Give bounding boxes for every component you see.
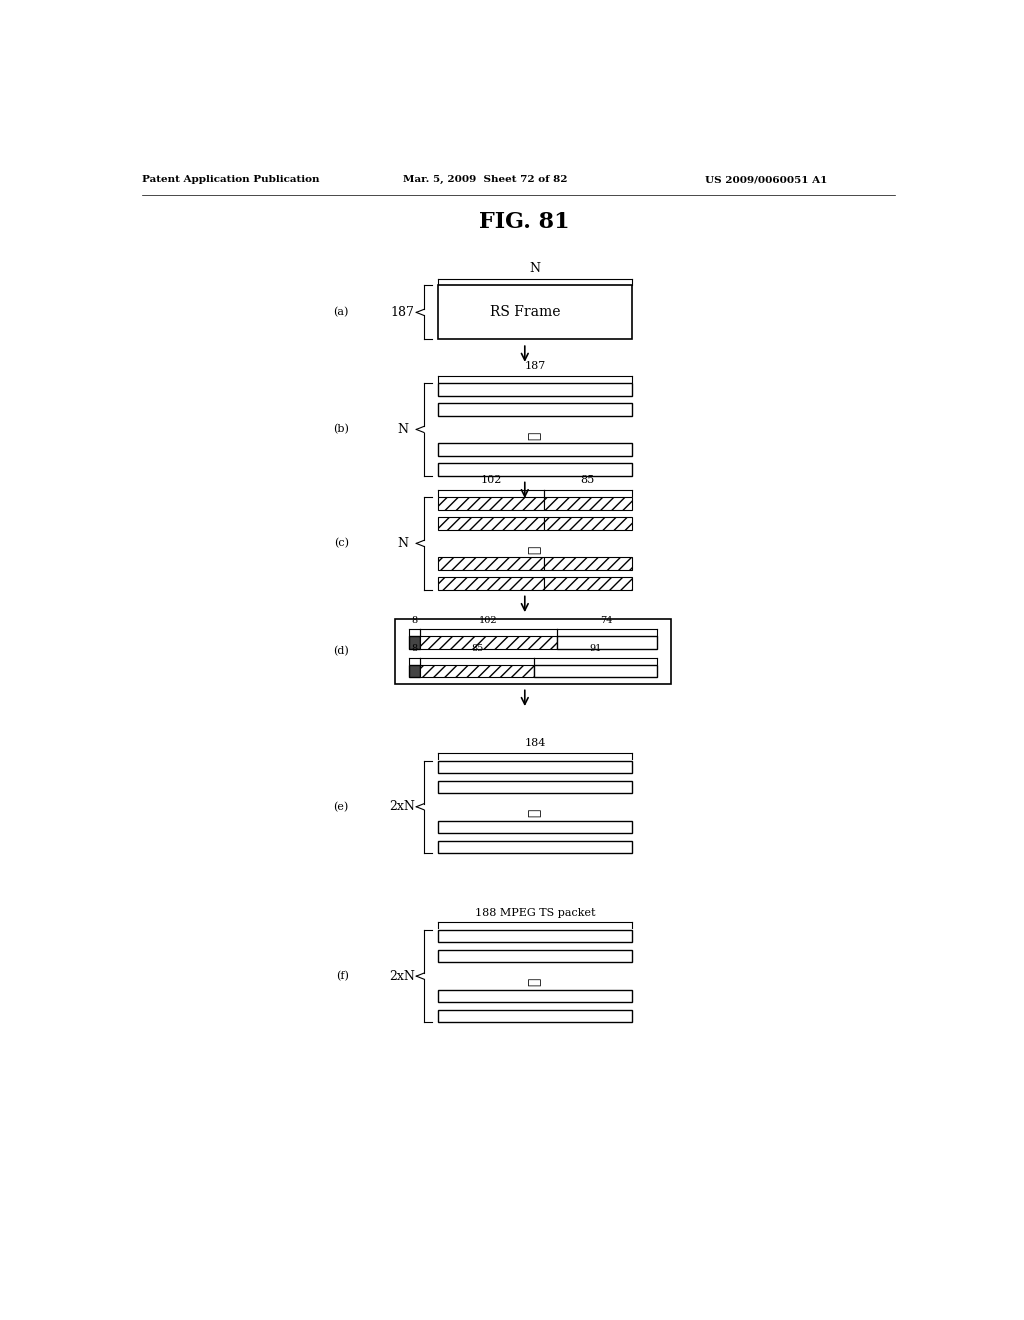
Bar [438,577,544,590]
Bar [410,665,420,677]
Text: (f): (f) [336,972,349,981]
Bar [544,577,632,590]
Text: (d): (d) [333,645,349,656]
Text: N: N [397,422,408,436]
Bar [544,517,632,529]
Text: 2xN: 2xN [389,970,416,982]
Text: 187: 187 [524,360,546,371]
Text: RS Frame: RS Frame [489,305,560,319]
Text: (b): (b) [333,424,349,434]
Text: 188 MPEG TS packet: 188 MPEG TS packet [475,908,595,917]
Bar [544,498,632,510]
Bar [438,463,632,475]
Text: N: N [529,261,541,275]
Text: N: N [397,537,408,550]
Text: FIG. 81: FIG. 81 [479,211,570,232]
Text: 102: 102 [480,475,502,484]
Text: (e): (e) [334,801,349,812]
Bar [557,636,656,648]
Text: 85: 85 [471,644,483,653]
Bar [395,619,671,684]
Text: Patent Application Publication: Patent Application Publication [142,176,319,185]
Bar [438,517,544,529]
Bar [438,498,544,510]
Bar [438,285,632,339]
Bar [438,444,632,455]
Text: 8: 8 [412,615,418,624]
Text: (a): (a) [334,308,349,318]
Text: 85: 85 [581,475,595,484]
Text: US 2009/0060051 A1: US 2009/0060051 A1 [706,176,827,185]
Text: 91: 91 [589,644,602,653]
Text: 184: 184 [524,738,546,748]
Text: 2xN: 2xN [389,800,416,813]
Bar [438,383,632,396]
Bar [438,821,632,833]
Text: 74: 74 [601,615,613,624]
Bar [438,760,632,774]
Bar [438,404,632,416]
Bar [438,929,632,942]
Bar [438,950,632,962]
Text: ⋯: ⋯ [528,978,542,986]
Text: 102: 102 [479,615,498,624]
Text: 8: 8 [412,644,418,653]
Bar [535,665,656,677]
Bar [438,1010,632,1022]
Text: (c): (c) [334,539,349,549]
Text: ⋯: ⋯ [528,545,542,554]
Bar [410,636,420,648]
Text: 187: 187 [390,306,415,319]
Text: ⋯: ⋯ [528,432,542,440]
Bar [420,636,557,648]
Bar [544,557,632,570]
Bar [438,780,632,793]
Text: Mar. 5, 2009  Sheet 72 of 82: Mar. 5, 2009 Sheet 72 of 82 [403,176,567,185]
Text: ⋯: ⋯ [528,809,542,817]
Bar [420,665,535,677]
Bar [438,990,632,1002]
Bar [438,557,544,570]
Bar [438,841,632,853]
